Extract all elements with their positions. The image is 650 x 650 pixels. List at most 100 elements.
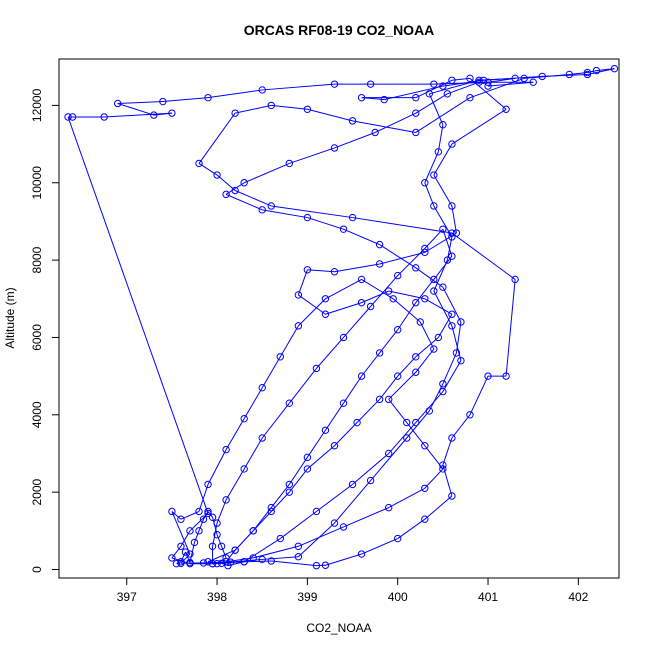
series-line-segment [298, 526, 344, 547]
data-point [303, 266, 312, 274]
series-line-segment [505, 279, 516, 377]
data-point [294, 291, 303, 299]
series-line-segment [325, 278, 362, 300]
series-line-segment [424, 182, 435, 207]
data-point [276, 534, 284, 543]
series-line-segment [316, 337, 344, 369]
series-line-segment [298, 298, 326, 327]
series-line-segment [252, 511, 272, 532]
series-line-segment [343, 306, 371, 338]
series-line-segment [279, 511, 317, 539]
series-line-segment [334, 422, 358, 447]
data-point [321, 310, 330, 318]
data-point [421, 248, 429, 257]
data-point [448, 202, 456, 210]
data-point [357, 93, 366, 102]
series-line-segment [171, 545, 182, 559]
series-line-segment [442, 464, 453, 497]
x-axis: 397 398 399 400 401 402 [117, 578, 589, 604]
data-point [430, 287, 438, 295]
series-line-segment [388, 371, 417, 400]
series-line-segment [316, 484, 353, 512]
series-line-segment [433, 174, 453, 207]
data-point [348, 213, 357, 222]
data-point [366, 80, 375, 88]
data-point [448, 322, 456, 330]
data-point [294, 553, 303, 561]
x-tick-label: 397 [117, 590, 137, 604]
series-line-segment [370, 275, 399, 307]
series-line-segment [352, 217, 452, 234]
data-point [177, 542, 185, 550]
series-points [64, 64, 619, 570]
data-point [208, 559, 217, 568]
series-line-segment [483, 75, 543, 81]
data-point [412, 353, 420, 361]
data-point [294, 542, 303, 550]
series-line-segment [415, 348, 435, 373]
series-line-segment [171, 511, 191, 555]
series-line-segment [446, 236, 453, 261]
y-tick-label: 4000 [30, 401, 44, 428]
data-point [114, 99, 122, 108]
x-tick-label: 402 [568, 590, 588, 604]
data-point [357, 550, 366, 558]
series-line-segment [388, 399, 408, 423]
series-line-segment [356, 398, 381, 423]
data-point [204, 507, 212, 516]
series-line-segment [298, 294, 326, 315]
series-line-segment [271, 205, 353, 219]
data-point [439, 121, 447, 129]
data-point [195, 507, 203, 516]
data-point [303, 105, 312, 113]
data-point [412, 368, 420, 376]
data-point [448, 310, 456, 318]
series-line-segment [437, 313, 453, 338]
series-line-segment [104, 112, 172, 118]
series-line-segment [379, 251, 425, 265]
data-point [448, 233, 456, 241]
series-line-segment [297, 269, 308, 296]
data-point [375, 240, 384, 249]
data-point [430, 275, 438, 284]
data-point [258, 86, 266, 94]
data-point [204, 93, 212, 102]
data-point [384, 449, 393, 458]
series-line-segment [424, 151, 439, 183]
data-point [217, 559, 226, 568]
data-point [421, 484, 429, 492]
data-point [443, 256, 452, 264]
series-line-segment [388, 290, 425, 300]
data-point [199, 559, 208, 567]
data-point [321, 561, 330, 569]
data-point [439, 461, 447, 469]
series-line-segment [203, 561, 231, 564]
series-line-segment [334, 132, 376, 149]
data-point [479, 76, 488, 84]
data-point [68, 113, 77, 121]
series-line-segment [397, 356, 417, 377]
data-point [177, 515, 185, 523]
data-point [384, 395, 393, 404]
series-line-segment [415, 337, 439, 358]
data-point [195, 159, 203, 168]
data-point [213, 530, 221, 539]
data-point [466, 93, 474, 102]
data-point [321, 426, 330, 434]
series-line-segment [379, 329, 399, 354]
series-line-segment [271, 560, 317, 567]
series-line-segment [235, 104, 272, 114]
y-tick-label: 0 [30, 566, 44, 573]
data-point [330, 519, 339, 527]
series-line-segment [243, 387, 263, 419]
data-point [475, 76, 483, 84]
data-point [258, 384, 266, 392]
data-point [303, 213, 312, 222]
data-point [321, 295, 330, 303]
data-point [204, 558, 212, 566]
data-point [226, 558, 235, 566]
data-point [583, 70, 592, 79]
series-line-segment [234, 530, 254, 551]
